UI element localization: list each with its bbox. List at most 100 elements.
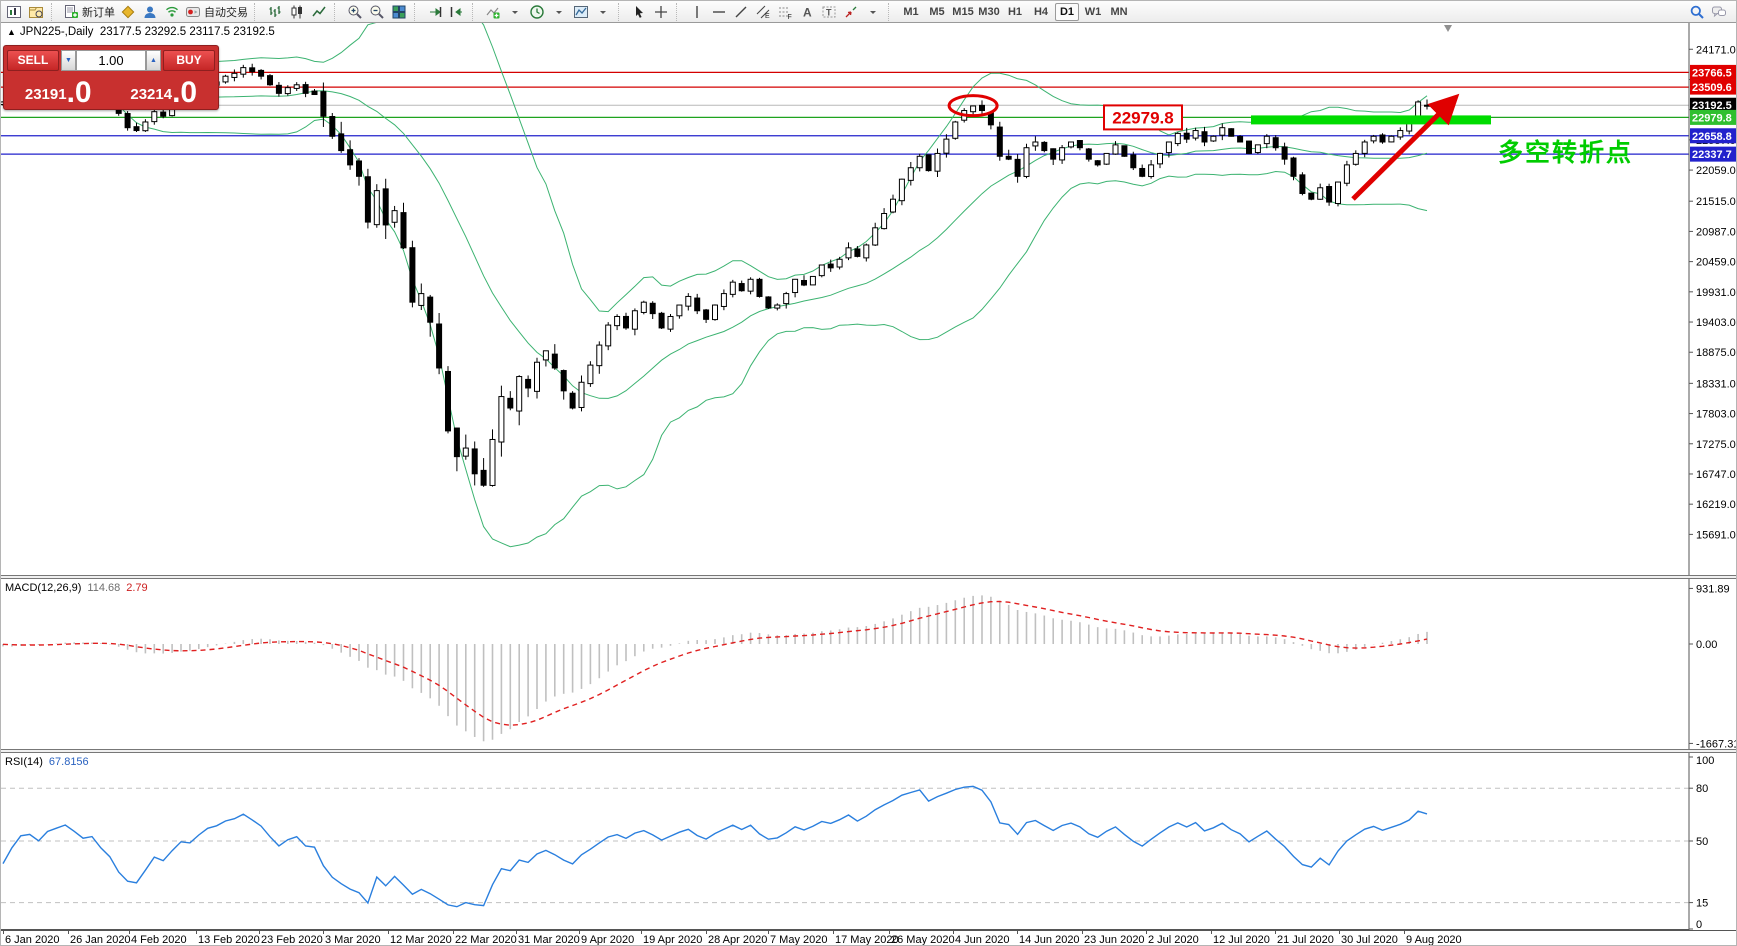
equidistant-channel-icon[interactable]: E [752,2,774,22]
volume-up-button[interactable]: ▲ [146,49,161,71]
cursor-icon[interactable] [628,2,650,22]
toolbar-separator [334,2,341,21]
buy-price[interactable]: 23214.0 [130,76,198,109]
profiles-icon[interactable] [25,2,47,22]
autotrading-button[interactable]: 自动交易 [183,2,250,22]
date-tick [953,931,954,934]
macd-pane[interactable]: 931.89 0.00 -1667.31 MACD(12,26,9) 114.68 2.… [1,579,1736,749]
trend-arrow[interactable] [1351,93,1460,201]
toolbar-separator [472,2,479,21]
date-tick [323,931,324,934]
timeframe-h1[interactable]: H1 [1007,5,1023,18]
timeframe-m15[interactable]: M15 [952,5,974,18]
timeframe-h4[interactable]: H4 [1033,5,1049,18]
rsi-tick-label: 80 [1696,783,1708,795]
date-axis[interactable]: 6 Jan 2020 26 Jan 2020 4 Feb 2020 13 Feb 20… [1,930,1736,946]
main-chart-pane[interactable]: 22979.8多空转折点24171.023643.023115.022587.0… [1,23,1737,575]
text-label-icon[interactable]: T [818,2,840,22]
candlestick-chart-icon[interactable] [286,2,308,22]
chat-icon[interactable] [1708,2,1730,22]
timeframe-mn[interactable]: MN [1110,5,1128,18]
timeframe-m5[interactable]: M5 [929,5,945,18]
metaeditor-icon[interactable] [117,2,139,22]
date-label: 21 Jul 2020 [1277,934,1334,946]
periods-caret[interactable] [548,2,570,22]
timeframe-m1[interactable]: M1 [903,5,919,18]
buy-button[interactable]: BUY [163,49,215,71]
chart-shift-icon[interactable] [446,2,468,22]
date-label: 7 May 2020 [770,934,828,946]
price-line-label-box [1690,79,1736,95]
fibonacci-icon[interactable]: F [774,2,796,22]
templates-icon[interactable] [570,2,592,22]
toolbar-separator [51,2,58,21]
sell-button[interactable]: SELL [7,49,59,71]
price-line-label-box [1690,97,1736,113]
date-label: 12 Mar 2020 [390,934,452,946]
templates-caret[interactable] [592,2,614,22]
bar-chart-icon[interactable] [264,2,286,22]
price-line-label: 23766.5 [1692,67,1732,79]
oneclick-collapse-icon[interactable]: ▲ [7,27,16,37]
support-highlight-band[interactable] [1251,115,1491,125]
rsi-tick-label: 15 [1696,898,1708,910]
horizontal-line-icon[interactable] [708,2,730,22]
main-plot: 22979.8 多空转折点 [1,23,1689,548]
line-chart-icon[interactable] [308,2,330,22]
timeframe-w1[interactable]: W1 [1084,5,1102,18]
crosshair-icon[interactable] [650,2,672,22]
date-tick [196,931,197,934]
zoom-out-icon[interactable] [366,2,388,22]
price-line-label-box [1690,146,1736,162]
price-line-label-box [1690,128,1736,144]
price-tick-label: 17803.0 [1696,409,1736,421]
volume-input[interactable]: 1.00 [76,49,146,71]
date-label: 26 Jan 2020 [70,934,131,946]
search-icon[interactable] [1686,2,1708,22]
sell-price[interactable]: 23191.0 [24,76,92,109]
date-tick [1211,931,1212,934]
tile-windows-icon[interactable] [388,2,410,22]
auto-scroll-icon[interactable] [424,2,446,22]
indicators-icon[interactable] [482,2,504,22]
date-label: 3 Mar 2020 [325,934,381,946]
timeframe-d1[interactable]: D1 [1055,2,1079,21]
date-label: 23 Feb 2020 [261,934,323,946]
price-callout-box[interactable] [1103,104,1183,131]
zoom-in-icon[interactable] [344,2,366,22]
peak-circle-annotation[interactable] [947,94,999,118]
trendline-icon[interactable] [730,2,752,22]
price-line-label: 23509.6 [1692,82,1732,94]
rsi-tick-label: 50 [1696,836,1708,848]
chart-shift-marker[interactable] [1444,25,1452,32]
symbol-info-line: ▲ JPN225-,Daily 23177.5 23292.5 23117.5 2… [7,26,275,38]
price-tick-label: 18875.0 [1696,347,1736,359]
text-icon[interactable]: A [796,2,818,22]
date-tick [453,931,454,934]
price-tick-label: 17275.0 [1696,439,1736,451]
bollinger-upper-band [3,23,1428,313]
community-icon[interactable] [139,2,161,22]
vertical-line-icon[interactable] [686,2,708,22]
new-order-button[interactable]: 新订单 [61,2,117,22]
price-chart[interactable]: 22979.8多空转折点24171.023643.023115.022587.0… [1,23,1737,575]
price-line-label: 22337.7 [1692,149,1732,161]
arrows-icon[interactable] [840,2,862,22]
timeframe-m30[interactable]: M30 [978,5,1000,18]
indicators-caret[interactable] [504,2,526,22]
periods-icon[interactable] [526,2,548,22]
rsi-pane[interactable]: 100 80 50 15 0 RSI(14) 67.8156 [1,753,1736,930]
pane-splitter-rsi[interactable] [1,749,1736,753]
pane-splitter-macd[interactable] [1,575,1736,579]
annotation-text[interactable]: 多空转折点 [1498,138,1633,167]
toolbar-separator [618,2,625,21]
arrows-caret[interactable] [862,2,884,22]
signals-icon[interactable] [161,2,183,22]
price-tick-label: 19403.0 [1696,317,1736,329]
date-tick [579,931,580,934]
price-tick-label: 20459.0 [1696,257,1736,269]
svg-text:F: F [788,14,792,20]
volume-down-button[interactable]: ▼ [61,49,76,71]
new-chart-icon[interactable] [3,2,25,22]
date-tick [833,931,834,934]
